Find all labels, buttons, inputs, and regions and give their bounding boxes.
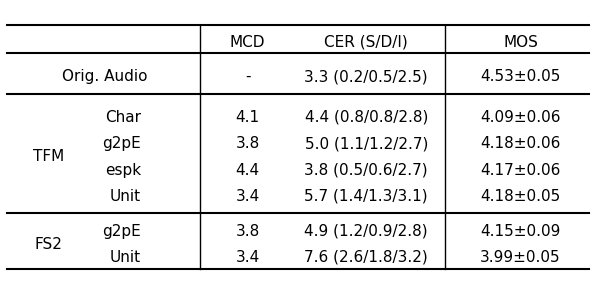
Text: 3.99±0.05: 3.99±0.05 [480, 250, 561, 265]
Text: 4.53±0.05: 4.53±0.05 [480, 69, 561, 84]
Text: Unit: Unit [110, 189, 141, 204]
Text: 7.6 (2.6/1.8/3.2): 7.6 (2.6/1.8/3.2) [305, 250, 428, 265]
Text: g2pE: g2pE [102, 224, 141, 239]
Text: 4.09±0.06: 4.09±0.06 [480, 110, 561, 125]
Text: 3.8: 3.8 [235, 136, 260, 151]
Text: 3.3 (0.2/0.5/2.5): 3.3 (0.2/0.5/2.5) [305, 69, 428, 84]
Text: MCD: MCD [230, 35, 265, 50]
Text: 4.9 (1.2/0.9/2.8): 4.9 (1.2/0.9/2.8) [305, 224, 428, 239]
Text: -: - [245, 69, 250, 84]
Text: Char: Char [105, 110, 141, 125]
Text: 3.8: 3.8 [235, 224, 260, 239]
Text: 3.4: 3.4 [235, 250, 260, 265]
Text: g2pE: g2pE [102, 136, 141, 151]
Text: 3.8 (0.5/0.6/2.7): 3.8 (0.5/0.6/2.7) [305, 163, 428, 178]
Text: 3.4: 3.4 [235, 189, 260, 204]
Text: 4.18±0.06: 4.18±0.06 [480, 136, 561, 151]
Text: 4.1: 4.1 [235, 110, 260, 125]
Text: 4.4: 4.4 [235, 163, 260, 178]
Text: 5.7 (1.4/1.3/3.1): 5.7 (1.4/1.3/3.1) [305, 189, 428, 204]
Text: 4.4 (0.8/0.8/2.8): 4.4 (0.8/0.8/2.8) [305, 110, 428, 125]
Text: 4.18±0.05: 4.18±0.05 [480, 189, 561, 204]
Text: MOS: MOS [503, 35, 538, 50]
Text: TFM: TFM [33, 149, 64, 164]
Text: espk: espk [105, 163, 141, 178]
Text: Orig. Audio: Orig. Audio [63, 69, 148, 84]
Text: 4.15±0.09: 4.15±0.09 [480, 224, 561, 239]
Text: 4.17±0.06: 4.17±0.06 [480, 163, 561, 178]
Text: FS2: FS2 [35, 237, 63, 252]
Text: 5.0 (1.1/1.2/2.7): 5.0 (1.1/1.2/2.7) [305, 136, 428, 151]
Text: CER (S/D/I): CER (S/D/I) [324, 35, 408, 50]
Text: Unit: Unit [110, 250, 141, 265]
